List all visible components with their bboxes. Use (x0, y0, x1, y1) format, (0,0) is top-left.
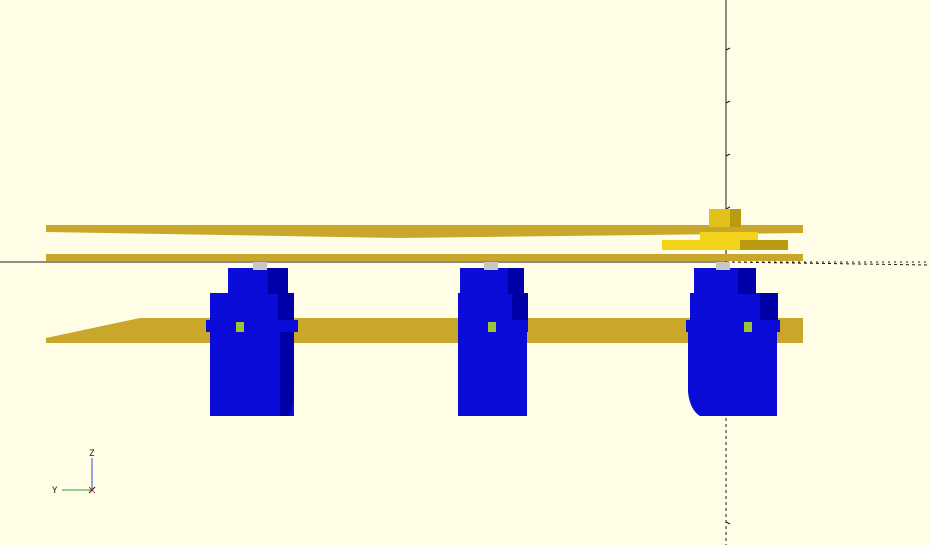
servo-body (458, 330, 527, 416)
servo-flange (206, 320, 298, 332)
servo-mount-shade (760, 293, 778, 320)
servo-post (744, 322, 752, 332)
z-axis-ticks (725, 47, 731, 525)
x-axis-positive (725, 261, 929, 266)
gizmo-z-label: Z (89, 449, 95, 459)
servo-shaft (253, 262, 267, 270)
servo-post (236, 322, 244, 332)
gear-hub-shade (730, 209, 741, 227)
top-plate-lower (46, 254, 803, 261)
servo-mount-shade (278, 293, 294, 320)
servo-flange (686, 320, 780, 332)
servo-cap-shade (508, 268, 524, 294)
gear-stack (662, 209, 788, 250)
servo-cap-shade (268, 268, 288, 294)
gear-disc (662, 240, 788, 250)
servo-shaft (716, 262, 730, 270)
servo-post (488, 322, 496, 332)
orientation-gizmo: Z Y (52, 449, 96, 496)
servo-right (686, 262, 780, 416)
gear-disc-shade (740, 240, 788, 250)
servo-shaft (484, 262, 498, 270)
servo-left (206, 262, 298, 416)
top-plate-upper (46, 225, 803, 238)
servo-body (688, 330, 777, 416)
gear-disc-upper (700, 232, 758, 240)
gizmo-y-label: Y (52, 486, 58, 496)
servo-cap-shade (738, 268, 756, 294)
servo-mount-shade (512, 293, 528, 320)
servo-middle (458, 262, 528, 416)
